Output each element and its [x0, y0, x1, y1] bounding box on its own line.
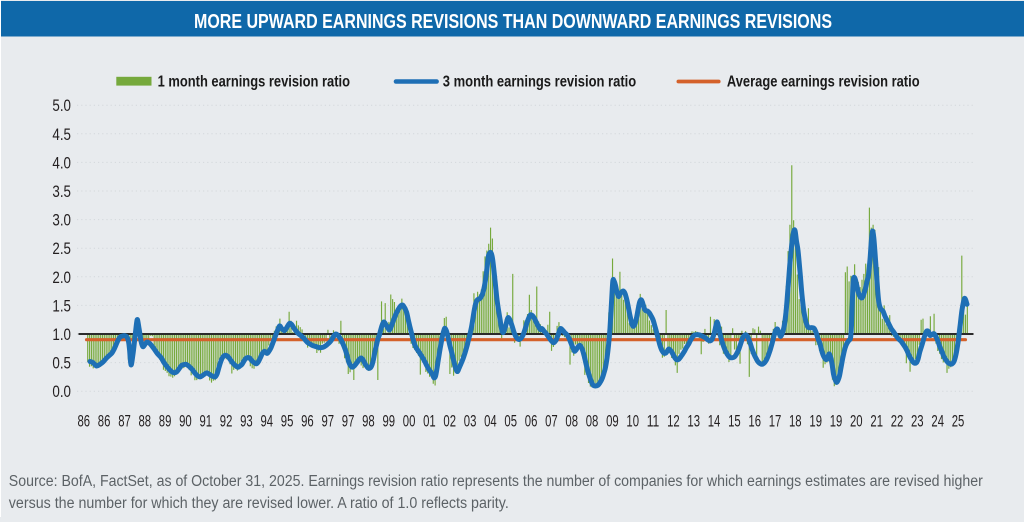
svg-text:17: 17: [769, 412, 782, 431]
svg-text:97: 97: [322, 412, 335, 431]
svg-text:3.5: 3.5: [52, 182, 71, 201]
svg-text:2.0: 2.0: [52, 268, 71, 287]
svg-text:Source: BofA, FactSet, as of O: Source: BofA, FactSet, as of October 31,…: [9, 473, 983, 490]
svg-text:87: 87: [118, 412, 131, 431]
svg-text:4.5: 4.5: [52, 125, 71, 144]
svg-text:86: 86: [78, 412, 91, 431]
svg-text:3 month earnings revision rati: 3 month earnings revision ratio: [443, 73, 636, 90]
svg-text:15: 15: [728, 412, 741, 431]
svg-text:95: 95: [281, 412, 294, 431]
svg-text:2.5: 2.5: [52, 239, 71, 258]
svg-text:03: 03: [464, 412, 477, 431]
svg-text:88: 88: [139, 412, 152, 431]
svg-text:3.0: 3.0: [52, 211, 71, 230]
svg-text:94: 94: [261, 412, 274, 431]
svg-text:25: 25: [952, 412, 965, 431]
svg-text:86: 86: [98, 412, 111, 431]
svg-text:07: 07: [545, 412, 558, 431]
svg-text:01: 01: [423, 412, 436, 431]
svg-text:23: 23: [911, 412, 924, 431]
svg-text:1.0: 1.0: [52, 325, 71, 344]
svg-text:92: 92: [220, 412, 233, 431]
svg-text:18: 18: [789, 412, 802, 431]
svg-text:0.5: 0.5: [52, 354, 71, 373]
svg-text:91: 91: [200, 412, 213, 431]
svg-text:97: 97: [342, 412, 355, 431]
svg-text:02: 02: [443, 412, 456, 431]
svg-text:21: 21: [870, 412, 883, 431]
svg-text:1.5: 1.5: [52, 296, 71, 315]
svg-text:09: 09: [606, 412, 619, 431]
svg-text:1 month earnings revision rati: 1 month earnings revision ratio: [158, 73, 350, 90]
svg-text:0.0: 0.0: [52, 382, 71, 401]
svg-text:04: 04: [484, 412, 497, 431]
svg-text:22: 22: [891, 412, 904, 431]
svg-text:14: 14: [708, 412, 721, 431]
svg-text:19: 19: [830, 412, 843, 431]
svg-text:00: 00: [403, 412, 416, 431]
svg-text:4.0: 4.0: [52, 153, 71, 172]
svg-text:11: 11: [647, 412, 660, 431]
svg-text:12: 12: [667, 412, 680, 431]
svg-text:13: 13: [687, 412, 700, 431]
svg-text:5.0: 5.0: [52, 96, 71, 115]
svg-text:24: 24: [931, 412, 944, 431]
svg-text:08: 08: [586, 412, 599, 431]
svg-text:90: 90: [179, 412, 192, 431]
svg-text:10: 10: [626, 412, 639, 431]
svg-text:20: 20: [850, 412, 863, 431]
svg-text:08: 08: [565, 412, 578, 431]
svg-text:05: 05: [504, 412, 517, 431]
svg-text:19: 19: [809, 412, 822, 431]
svg-text:versus the number for which th: versus the number for which they are rev…: [9, 495, 509, 512]
svg-text:98: 98: [362, 412, 375, 431]
svg-text:Average earnings revision rati: Average earnings revision ratio: [727, 73, 920, 90]
svg-text:06: 06: [525, 412, 538, 431]
svg-text:96: 96: [301, 412, 314, 431]
svg-text:89: 89: [159, 412, 172, 431]
svg-text:16: 16: [748, 412, 761, 431]
svg-text:99: 99: [383, 412, 396, 431]
svg-text:MORE UPWARD EARNINGS REVISIONS: MORE UPWARD EARNINGS REVISIONS THAN DOWN…: [194, 10, 832, 33]
svg-text:93: 93: [240, 412, 253, 431]
